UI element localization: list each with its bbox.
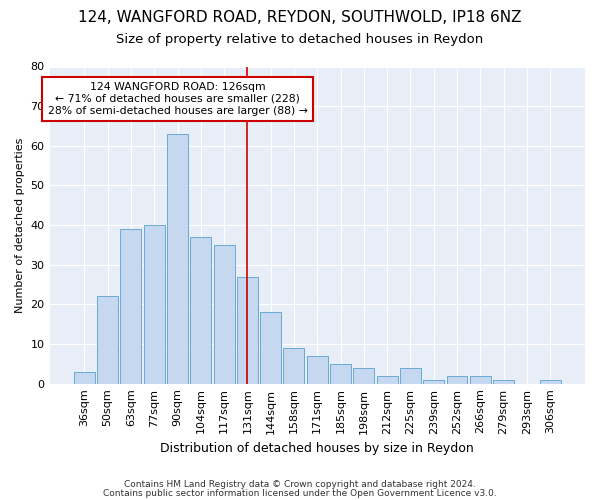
X-axis label: Distribution of detached houses by size in Reydon: Distribution of detached houses by size … xyxy=(160,442,474,455)
Bar xyxy=(190,237,211,384)
Bar xyxy=(283,348,304,384)
Bar xyxy=(539,380,560,384)
Bar xyxy=(144,225,165,384)
Bar xyxy=(330,364,351,384)
Y-axis label: Number of detached properties: Number of detached properties xyxy=(15,138,25,313)
Bar xyxy=(307,356,328,384)
Text: Size of property relative to detached houses in Reydon: Size of property relative to detached ho… xyxy=(116,32,484,46)
Bar xyxy=(167,134,188,384)
Bar xyxy=(470,376,491,384)
Text: Contains public sector information licensed under the Open Government Licence v3: Contains public sector information licen… xyxy=(103,488,497,498)
Bar xyxy=(97,296,118,384)
Bar xyxy=(260,312,281,384)
Bar xyxy=(353,368,374,384)
Text: 124 WANGFORD ROAD: 126sqm
← 71% of detached houses are smaller (228)
28% of semi: 124 WANGFORD ROAD: 126sqm ← 71% of detac… xyxy=(47,82,307,116)
Bar xyxy=(214,245,235,384)
Bar xyxy=(121,229,142,384)
Bar xyxy=(237,276,258,384)
Bar xyxy=(400,368,421,384)
Text: 124, WANGFORD ROAD, REYDON, SOUTHWOLD, IP18 6NZ: 124, WANGFORD ROAD, REYDON, SOUTHWOLD, I… xyxy=(78,10,522,25)
Text: Contains HM Land Registry data © Crown copyright and database right 2024.: Contains HM Land Registry data © Crown c… xyxy=(124,480,476,489)
Bar xyxy=(423,380,444,384)
Bar xyxy=(493,380,514,384)
Bar xyxy=(377,376,398,384)
Bar xyxy=(446,376,467,384)
Bar xyxy=(74,372,95,384)
